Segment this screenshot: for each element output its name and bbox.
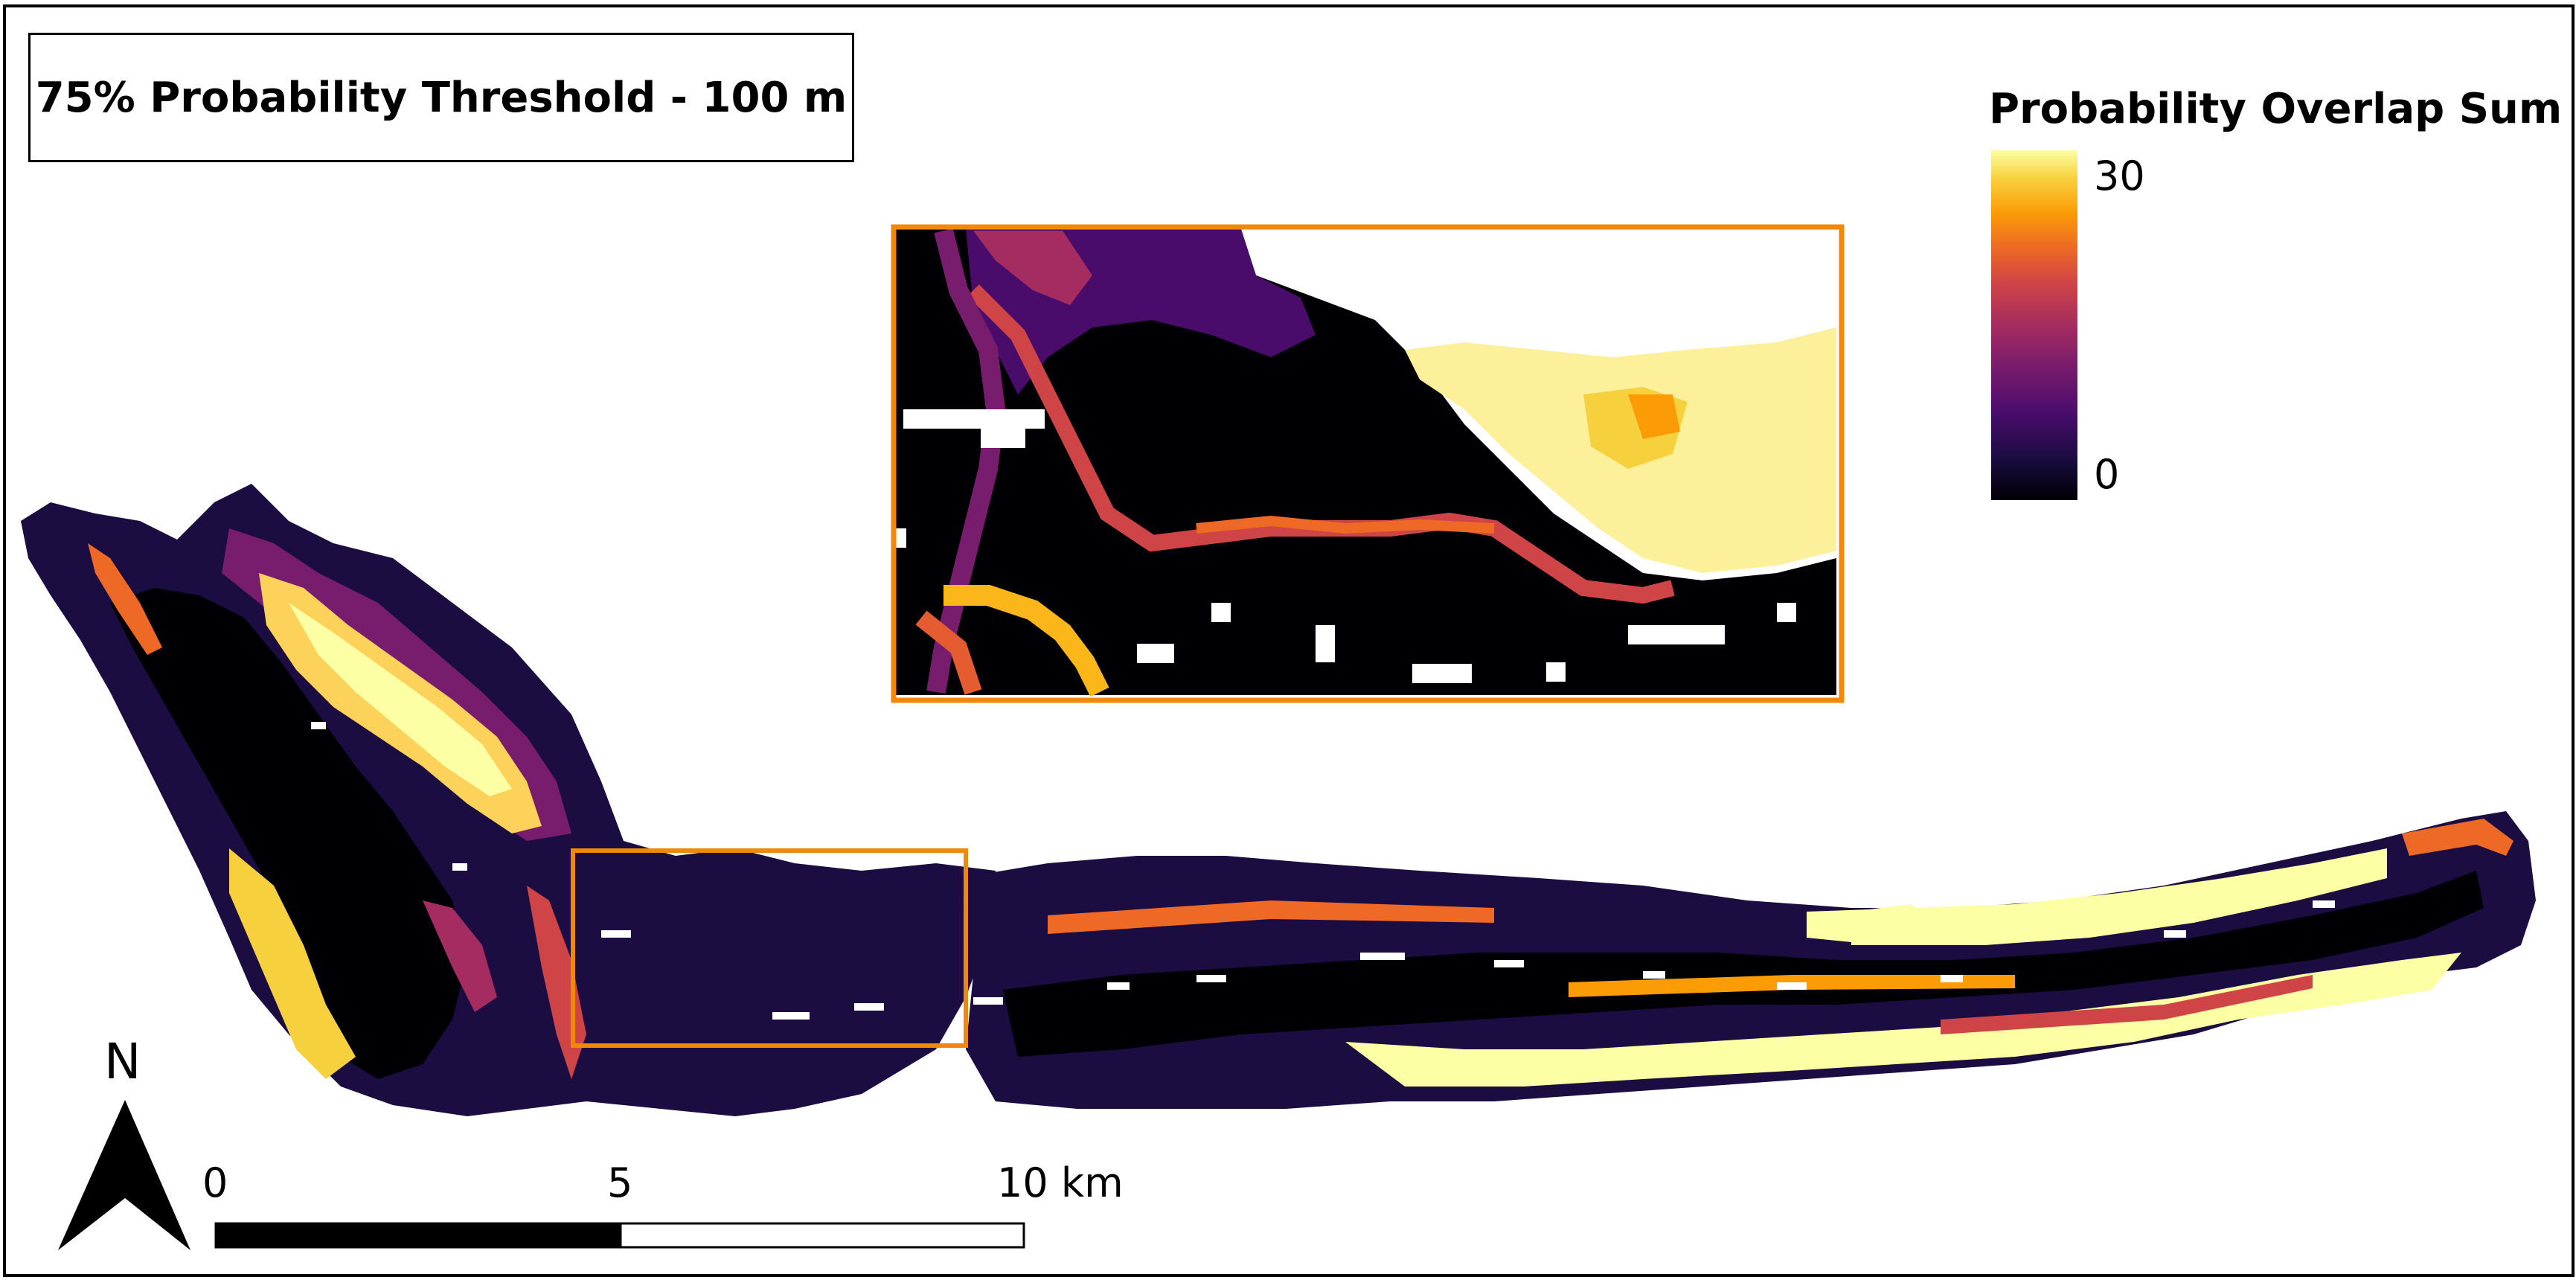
raster-gaps <box>311 722 2335 1020</box>
inset-channel-orange <box>1196 515 1495 534</box>
raster-west-streak-1 <box>88 543 162 655</box>
raster-east-dark <box>1003 871 2484 1057</box>
map-title: 75% Probability Threshold - 100 m <box>35 73 848 122</box>
inset-bright-streak <box>943 585 1109 697</box>
legend-max-label: 30 <box>2094 153 2145 199</box>
inset-orange-spot <box>1628 394 1680 439</box>
inset-magenta-patch <box>973 231 1092 305</box>
inset-map <box>891 224 1845 703</box>
raster-east-streak-3 <box>1941 975 2313 1034</box>
raster-east-streak-4 <box>2402 819 2513 856</box>
inset-bright-streak-2 <box>915 610 982 695</box>
raster-west-dark <box>110 588 467 1079</box>
raster-west-lower-flank <box>229 848 356 1079</box>
legend-min-label: 0 <box>2094 451 2120 498</box>
raster-east-north-flank <box>1807 848 2387 945</box>
raster-east-south-flank <box>1345 953 2461 1087</box>
legend-title: Probability Overlap Sum <box>1989 85 2563 133</box>
legend-color-ramp <box>1991 150 2077 500</box>
raster-west-bright-core <box>289 603 512 796</box>
raster-east-streak-1 <box>1048 900 1494 934</box>
inset-gaps <box>896 409 1796 683</box>
north-arrow-icon <box>58 1100 190 1250</box>
inset-frame <box>891 224 1845 703</box>
scale-label-5: 5 <box>607 1159 633 1206</box>
map-frame: 75% Probability Threshold - 100 m Probab… <box>3 4 2575 1277</box>
map-canvas <box>21 224 2536 1250</box>
scale-bar-white-segment <box>619 1222 1025 1249</box>
map-title-box: 75% Probability Threshold - 100 m <box>28 33 854 162</box>
inset-channel-left <box>926 228 1006 694</box>
scale-bar-black-segment <box>214 1222 622 1249</box>
raster-mid-bright <box>1851 904 1941 945</box>
extent-indicator <box>571 848 968 1048</box>
scale-label-10km: 10 km <box>997 1159 1124 1206</box>
scale-label-0: 0 <box>202 1159 228 1206</box>
north-arrow-label: N <box>104 1033 141 1090</box>
probability-raster <box>21 484 2536 1116</box>
inset-dark-base <box>896 229 1836 695</box>
raster-west-streak-3 <box>423 900 497 1012</box>
scale-bar <box>214 1222 1025 1249</box>
